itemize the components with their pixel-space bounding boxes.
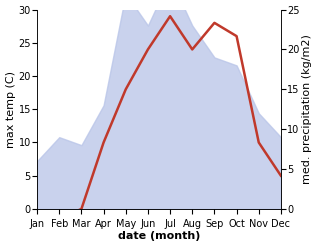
Y-axis label: med. precipitation (kg/m2): med. precipitation (kg/m2) bbox=[302, 34, 313, 184]
X-axis label: date (month): date (month) bbox=[118, 231, 200, 242]
Y-axis label: max temp (C): max temp (C) bbox=[5, 71, 16, 148]
